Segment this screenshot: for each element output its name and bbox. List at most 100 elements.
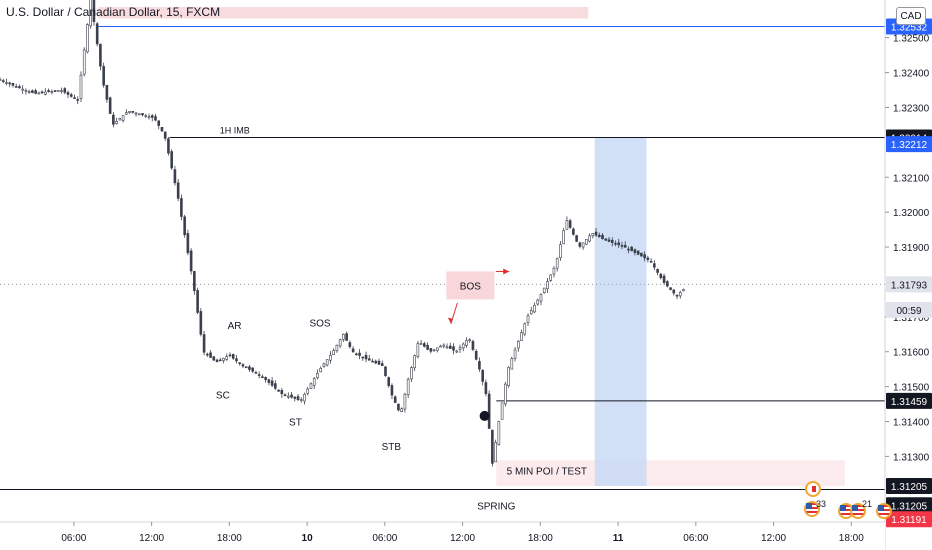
candle-body <box>296 396 300 400</box>
bos-box <box>446 271 495 300</box>
time-axis[interactable] <box>0 522 885 550</box>
candle-body <box>170 151 173 169</box>
candle-body <box>312 378 316 386</box>
candle-body <box>491 429 494 464</box>
candle-body <box>552 268 556 275</box>
price-badge-label: 1.31793 <box>891 280 928 291</box>
candle-body <box>254 372 258 374</box>
candle-body <box>465 340 468 346</box>
candle-body <box>474 350 478 360</box>
candle-body <box>225 356 229 360</box>
price-tick-label: 1.32000 <box>893 208 930 219</box>
candle-body <box>235 358 238 362</box>
currency-button[interactable]: CAD <box>896 7 926 25</box>
candle-body <box>0 79 2 81</box>
candle-body <box>37 92 41 95</box>
zone-2 <box>594 137 647 487</box>
candle-body <box>568 220 572 228</box>
candle-body <box>500 402 504 420</box>
candle-body <box>614 242 617 245</box>
candle-body <box>50 90 54 93</box>
time-tick-label: 10 <box>302 533 314 544</box>
candle-body <box>319 367 322 373</box>
candle-body <box>371 360 374 363</box>
annotation-label: ST <box>289 418 302 429</box>
candle-body <box>283 394 287 397</box>
candle-body <box>293 396 297 399</box>
candle-body <box>163 131 167 139</box>
price-tick-label: 1.31600 <box>893 348 930 359</box>
price-badge-label: 1.31459 <box>891 397 928 408</box>
candle-body <box>627 248 630 251</box>
price-tick-label: 1.32500 <box>893 34 930 45</box>
candle-body <box>423 343 426 347</box>
candle-body <box>215 359 219 363</box>
candle-body <box>57 90 60 92</box>
flag-canada-icon[interactable] <box>805 481 821 497</box>
candle-body <box>238 362 242 365</box>
candle-body <box>112 114 115 125</box>
time-tick-label: 18:00 <box>528 533 553 544</box>
candle-body <box>167 138 170 154</box>
candle-body <box>507 367 510 387</box>
candle-body <box>157 120 161 126</box>
candle-body <box>539 294 543 302</box>
price-axis[interactable] <box>885 0 932 550</box>
candle-body <box>102 66 105 86</box>
candle-body <box>429 348 433 352</box>
flag-usa-icon[interactable] <box>804 501 820 517</box>
candle-body <box>209 352 212 358</box>
candle-body <box>672 289 676 294</box>
candle-body <box>581 242 585 248</box>
candle-body <box>248 366 251 370</box>
candle-body <box>131 111 135 113</box>
candle-body <box>403 393 407 410</box>
candle-body <box>241 364 245 367</box>
candle-body <box>141 113 144 116</box>
candle-body <box>555 258 559 269</box>
candle-body <box>147 116 151 119</box>
time-tick-label: 18:00 <box>217 533 242 544</box>
candle-body <box>374 360 378 364</box>
candle-body <box>316 373 319 378</box>
time-tick-label: 12:00 <box>761 533 786 544</box>
arrow-icon <box>503 268 510 275</box>
candle-body <box>228 354 232 357</box>
candle-body <box>183 216 186 235</box>
candle-body <box>358 352 361 356</box>
candle-body <box>419 343 423 345</box>
flag-usa-icon[interactable] <box>876 503 892 519</box>
arrow-icon <box>447 317 453 324</box>
candle-body <box>244 366 248 369</box>
candle-body <box>510 358 514 370</box>
candle-body <box>128 111 131 114</box>
candle-body <box>536 299 540 305</box>
candle-body <box>69 94 73 97</box>
candle-body <box>137 113 141 116</box>
candle-body <box>299 399 303 401</box>
candle-body <box>620 245 624 247</box>
candle-body <box>623 244 627 248</box>
candle-body <box>86 24 89 53</box>
candle-body <box>656 269 659 273</box>
flag-usa-icon[interactable] <box>850 503 866 519</box>
candle-body <box>251 367 254 372</box>
candle-body <box>458 347 462 350</box>
candle-body <box>21 88 24 91</box>
candle-body <box>562 230 565 245</box>
candle-body <box>309 383 313 389</box>
candle-body <box>659 273 663 279</box>
price-tick-label: 1.32400 <box>893 69 930 80</box>
candle-body <box>150 115 154 118</box>
annotation-label: SPRING <box>477 501 516 512</box>
price-badge <box>886 301 932 318</box>
annotation-label: SOS <box>309 318 330 329</box>
time-tick-label: 12:00 <box>450 533 475 544</box>
candle-body <box>410 367 413 380</box>
candle-body <box>588 235 591 242</box>
candle-body <box>364 354 368 360</box>
candle-body <box>274 383 277 389</box>
candle-body <box>11 82 15 86</box>
price-badge-label: 1.31205 <box>891 501 928 512</box>
